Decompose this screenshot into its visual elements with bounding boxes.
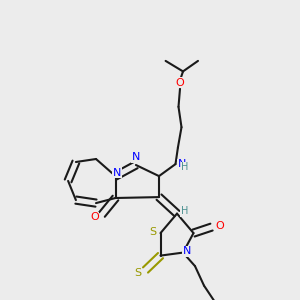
Text: H: H [181,206,188,216]
Text: O: O [176,78,184,88]
Text: S: S [149,226,157,237]
Text: O: O [215,220,224,231]
Text: N: N [178,159,186,169]
Text: N: N [182,246,191,256]
Text: O: O [90,212,99,223]
Text: N: N [132,152,140,163]
Text: S: S [134,268,142,278]
Text: N: N [113,167,121,178]
Text: H: H [182,162,189,172]
